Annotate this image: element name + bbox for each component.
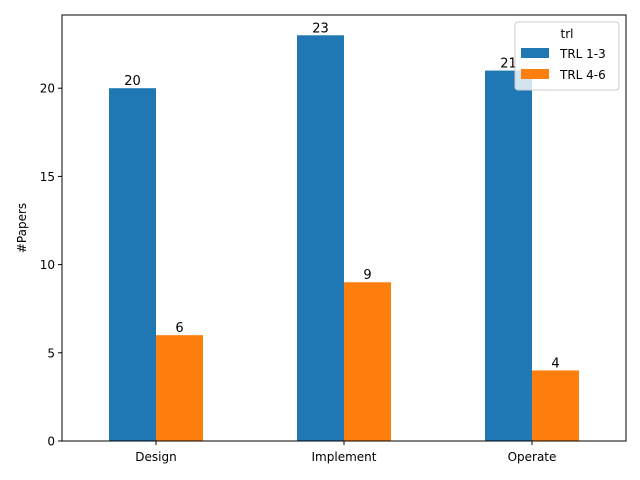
legend: trl TRL 1-3 TRL 4-6 [514, 21, 620, 91]
plot-frame [61, 14, 627, 442]
y-tick-label: 15 [40, 170, 55, 184]
bars-layer [109, 35, 579, 442]
y-axis-label: #Papers [15, 203, 29, 253]
bar-labels-layer: 20 23 21 6 9 4 [124, 21, 559, 371]
y-tick-label: 10 [40, 258, 55, 272]
x-tick-label: Design [135, 450, 176, 464]
y-tick-label: 5 [47, 346, 55, 360]
x-tick-label: Operate [508, 450, 557, 464]
bar-value-label: 20 [124, 74, 141, 89]
y-tick-label: 20 [40, 82, 55, 96]
legend-title: trl [561, 27, 574, 41]
bar [156, 335, 203, 441]
legend-swatch [521, 48, 549, 58]
bar [109, 88, 156, 442]
legend-swatch [521, 69, 549, 79]
bar [297, 35, 344, 442]
y-tick-label: 0 [47, 435, 55, 449]
bar-value-label: 21 [500, 57, 517, 72]
legend-label: TRL 1-3 [559, 47, 606, 61]
bar-value-label: 6 [175, 321, 183, 336]
legend-label: TRL 4-6 [559, 68, 606, 82]
x-axis: Design Implement Operate [135, 441, 556, 464]
y-axis: 0 5 10 15 20 [40, 82, 62, 449]
x-tick-label: Implement [312, 450, 377, 464]
bar [485, 70, 532, 441]
bar [344, 282, 391, 441]
bar-value-label: 4 [551, 356, 559, 371]
bar-value-label: 23 [312, 21, 329, 36]
bar [532, 370, 579, 441]
bar-value-label: 9 [363, 268, 371, 283]
